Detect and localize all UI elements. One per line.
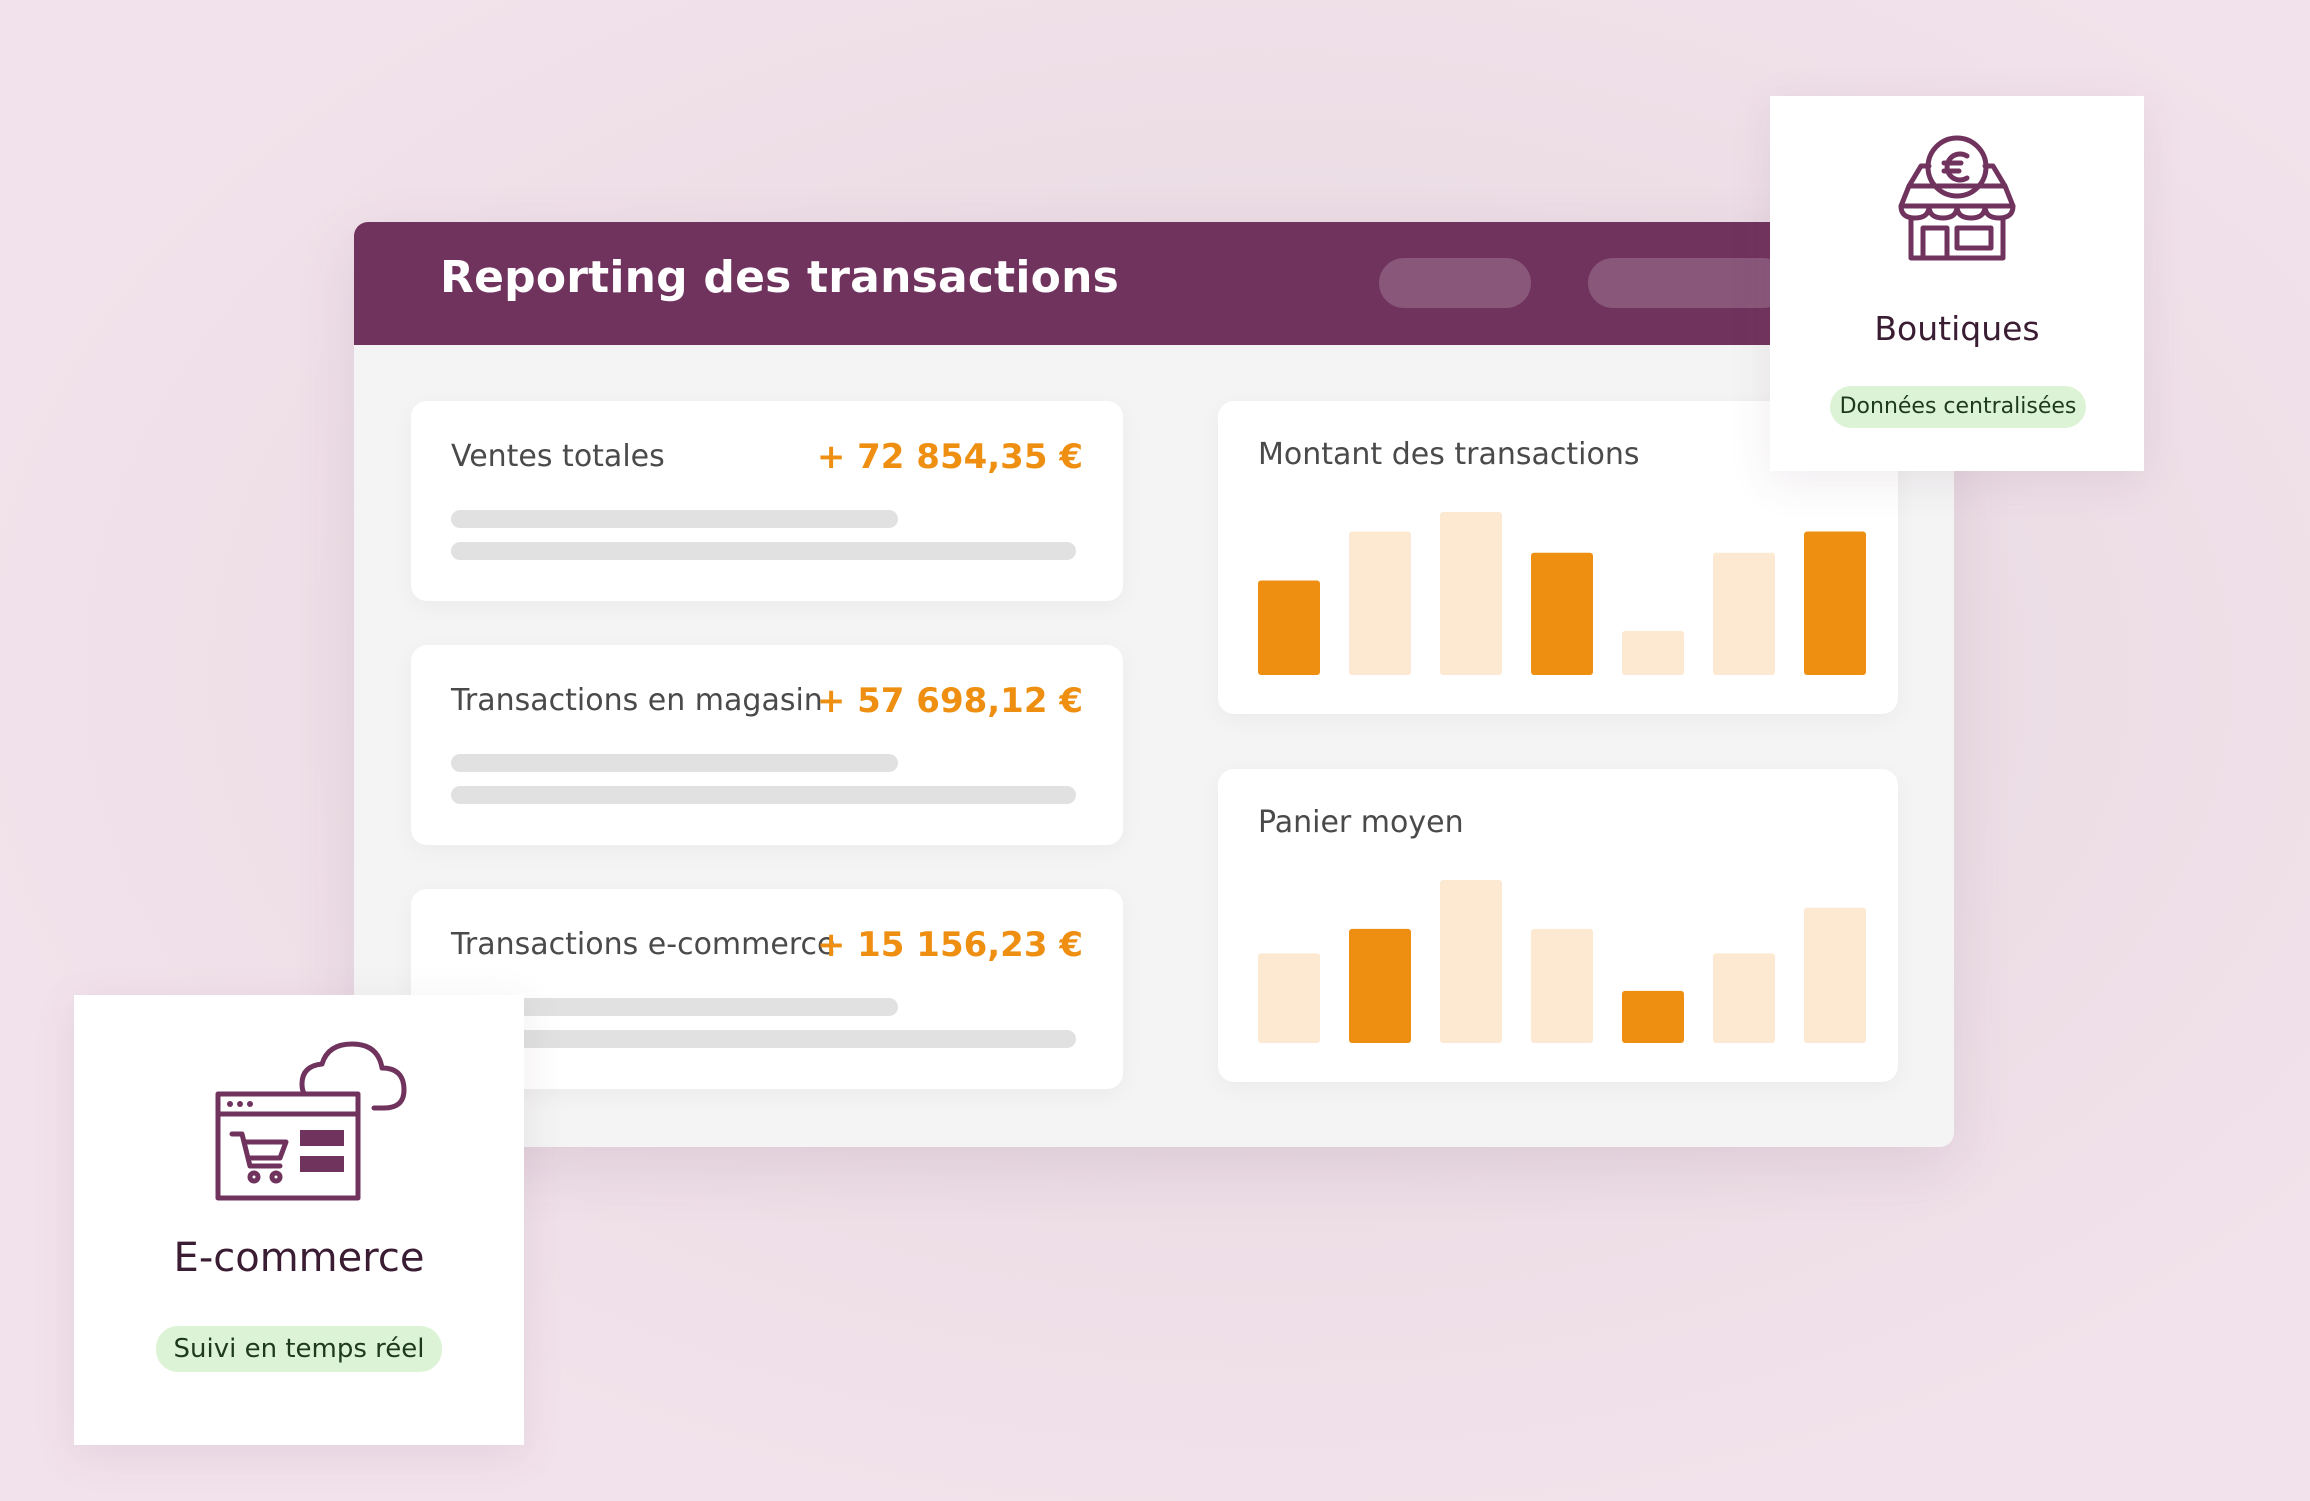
average-basket-chart (1258, 880, 1866, 1043)
chart-bar (1622, 630, 1684, 675)
ecommerce-cloud-icon (215, 1041, 407, 1201)
metric-card-store-transactions[interactable]: Transactions en magasin + 57 698,12 € (411, 645, 1123, 845)
chart-title: Panier moyen (1258, 805, 1464, 840)
chart-bar (1713, 953, 1775, 1043)
status-badge: Suivi en temps réel (156, 1326, 442, 1372)
chart-bar (1440, 880, 1502, 1043)
metric-label: Transactions en magasin (451, 683, 823, 718)
placeholder-line (451, 1030, 1076, 1048)
chart-bar (1531, 928, 1593, 1043)
page-title: Reporting des transactions (440, 252, 1120, 303)
reporting-window: Reporting des transactions Ventes totale… (354, 222, 1954, 1147)
chart-bar (1258, 953, 1320, 1043)
chart-bar (1713, 552, 1775, 675)
metric-card-ecommerce-transactions[interactable]: Transactions e-commerce + 15 156,23 € (411, 889, 1123, 1089)
chart-bar (1531, 552, 1593, 675)
ecommerce-tile[interactable]: E-commerce Suivi en temps réel (74, 995, 524, 1445)
placeholder-line (451, 542, 1076, 560)
metric-value: + 15 156,23 € (816, 925, 1083, 965)
chart-card-average-basket: Panier moyen (1218, 769, 1898, 1082)
metric-label: Transactions e-commerce (451, 927, 836, 962)
window-header: Reporting des transactions (354, 222, 1954, 345)
metric-value: + 57 698,12 € (816, 681, 1083, 721)
chart-bar (1258, 580, 1320, 675)
chart-bar (1440, 512, 1502, 675)
tile-title: E-commerce (173, 1235, 425, 1281)
chart-bar (1622, 990, 1684, 1043)
placeholder-line (451, 754, 898, 772)
shop-euro-icon (1898, 135, 2016, 261)
chart-bar (1804, 531, 1866, 675)
metric-value: + 72 854,35 € (816, 437, 1083, 477)
header-pill-1[interactable] (1379, 258, 1531, 308)
chart-bar (1349, 531, 1411, 675)
boutiques-tile[interactable]: Boutiques Données centralisées (1770, 96, 2144, 471)
chart-title: Montant des transactions (1258, 437, 1640, 472)
placeholder-line (451, 786, 1076, 804)
metric-card-total-sales[interactable]: Ventes totales + 72 854,35 € (411, 401, 1123, 601)
status-badge: Données centralisées (1830, 386, 2086, 428)
chart-bar (1349, 928, 1411, 1043)
chart-bar (1804, 907, 1866, 1043)
tile-title: Boutiques (1874, 309, 2040, 348)
transaction-amount-chart (1258, 512, 1866, 675)
header-pill-2[interactable] (1588, 258, 1788, 308)
placeholder-line (451, 998, 898, 1016)
metric-label: Ventes totales (451, 439, 665, 474)
placeholder-line (451, 510, 898, 528)
